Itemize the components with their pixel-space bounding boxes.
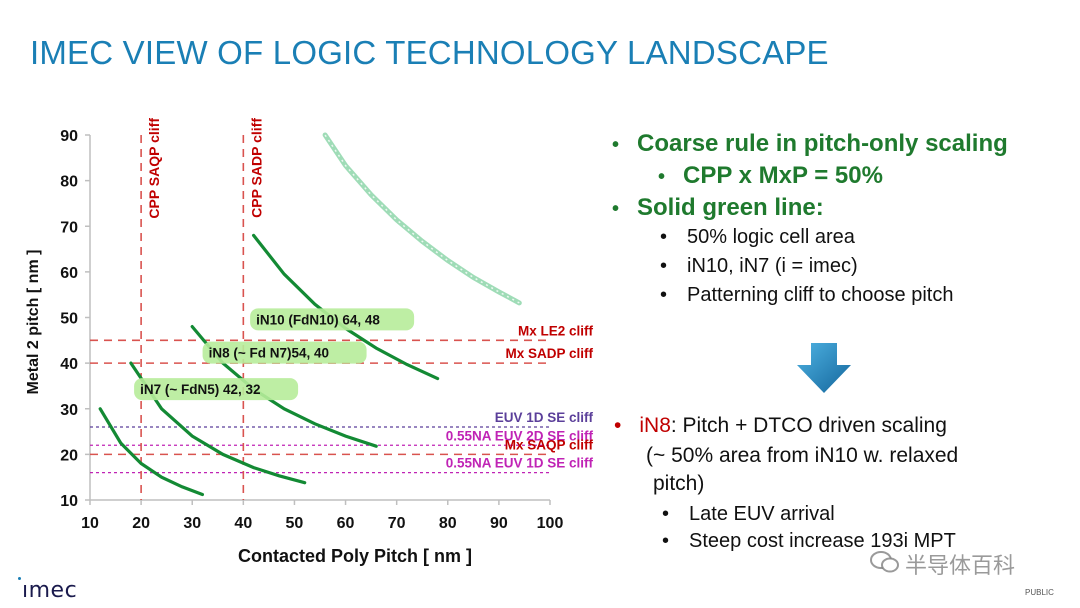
bullet-in8: • iN8: Pitch + DTCO driven scaling (614, 414, 1074, 438)
bullet-text: Late EUV arrival (689, 502, 835, 525)
bullet-text: CPP x MxP = 50% (683, 162, 883, 189)
bullet-dot: • (658, 166, 666, 188)
bullet-late-euv: • Late EUV arrival (614, 503, 1074, 526)
scaling-curve-4 (98, 407, 204, 497)
y-tick-label: 60 (60, 265, 78, 282)
reference-curve-dots (324, 134, 520, 304)
h-cliff-label: 0.55NA EUV 1D SE cliff (446, 456, 594, 471)
bullet-coarse-rule: • Coarse rule in pitch-only scaling (612, 130, 1072, 158)
node-label-highlight (202, 341, 367, 364)
y-tick-label: 80 (60, 174, 78, 191)
bullet-text: Solid green line: (637, 194, 824, 221)
y-axis-label: Metal 2 pitch [ nm ] (25, 249, 42, 395)
bullet-patterning: • Patterning cliff to choose pitch (612, 284, 1072, 307)
h-cliff-label: Mx SAQP cliff (505, 437, 594, 452)
bullet-dot: • (660, 255, 668, 277)
bullet-list-lower: • iN8: Pitch + DTCO driven scaling (~ 50… (614, 414, 1074, 557)
y-tick-label: 70 (60, 219, 78, 236)
bullet-dot: • (660, 284, 668, 306)
in8-text: : Pitch + DTCO driven scaling (670, 414, 947, 437)
v-cliff-label: CPP SADP cliff (248, 118, 264, 218)
h-cliff-label: Mx LE2 cliff (518, 323, 594, 338)
bullet-text: iN10, iN7 (i = imec) (687, 255, 858, 277)
in8-label: iN8 (639, 414, 671, 437)
node-label: iN10 (FdN10) 64, 48 (256, 312, 380, 327)
x-tick-label: 90 (490, 515, 508, 532)
x-tick-label: 20 (132, 515, 150, 532)
bullet-cpp-mxp: • CPP x MxP = 50% (612, 162, 1072, 190)
curve-lines (98, 132, 522, 497)
x-tick-label: 80 (439, 515, 457, 532)
bullet-cost: • Steep cost increase 193i MPT (614, 530, 1074, 553)
y-tick-label: 90 (60, 128, 78, 145)
y-tick-label: 20 (60, 447, 78, 464)
x-axis-label: Contacted Poly Pitch [ nm ] (237, 546, 473, 566)
bullet-dot: • (612, 134, 620, 156)
bullet-text: Patterning cliff to choose pitch (687, 284, 954, 306)
watermark-text: 半导体百科 (905, 553, 1016, 578)
imec-logo: ımec (22, 578, 78, 603)
bullet-solid-green: • Solid green line: (612, 194, 1072, 222)
h-cliff-label: 0.55NA EUV 2D SE cliff (446, 428, 594, 443)
y-tick-label: 10 (60, 493, 78, 510)
node-label-highlight (134, 378, 299, 401)
x-tick-label: 10 (81, 515, 99, 532)
bullet-list-top: • Coarse rule in pitch-only scaling • CPP … (612, 130, 1072, 313)
y-tick-label: 40 (60, 356, 78, 373)
logo-dot (18, 577, 21, 580)
v-cliff-label: CPP SAQP cliff (146, 118, 162, 219)
y-tick-label: 30 (60, 402, 78, 419)
bullet-dot: • (614, 414, 622, 437)
reference-curve (322, 132, 522, 306)
x-tick-label: 70 (388, 515, 406, 532)
in8-cont-line1: (~ 50% area from iN10 w. relaxed (646, 444, 959, 467)
bullet-dot: • (662, 502, 670, 525)
bullet-text: Steep cost increase 193i MPT (689, 529, 956, 552)
bullet-dot: • (612, 198, 620, 220)
chart-axes: 10 20 30 40 50 60 70 80 90 10 20 30 40 50 60 70 80 90 100 (60, 128, 563, 532)
bullet-nodes: • iN10, iN7 (i = imec) (612, 255, 1072, 278)
in8-continuation: (~ 50% area from iN10 w. relaxed pitch) (614, 442, 1074, 499)
x-tick-label: 40 (234, 515, 252, 532)
h-cliff-label: Mx SADP cliff (505, 346, 593, 361)
page-title: IMEC VIEW OF LOGIC TECHNOLOGY LANDSCAPE (30, 34, 829, 71)
node-label: iN7 (~ FdN5) 42, 32 (140, 382, 260, 397)
h-cliff-label: EUV 1D SE cliff (495, 410, 594, 425)
bullet-cell-area: • 50% logic cell area (612, 226, 1072, 249)
chart-labels: iN10 (FdN10) 64, 48 iN8 (~ Fd N7)54, 40 iN… (134, 308, 415, 401)
bullet-dot: • (660, 226, 668, 248)
bullet-dot: • (662, 529, 670, 552)
x-tick-label: 50 (286, 515, 304, 532)
x-tick-label: 60 (337, 515, 355, 532)
in8-cont-line2: pitch) (653, 472, 705, 496)
x-tick-label: 100 (537, 515, 564, 532)
node-label: iN8 (~ Fd N7)54, 40 (209, 346, 329, 361)
bullet-text: Coarse rule in pitch-only scaling (637, 130, 1008, 157)
scaling-curve-3 (129, 361, 307, 485)
wechat-icon (870, 551, 899, 573)
node-label-highlight (250, 308, 415, 331)
public-tag: PUBLIC (1025, 588, 1054, 597)
y-tick-label: 50 (60, 311, 78, 328)
bullet-text: 50% logic cell area (687, 226, 855, 248)
arrow-down-icon (797, 343, 851, 393)
x-tick-label: 30 (183, 515, 201, 532)
